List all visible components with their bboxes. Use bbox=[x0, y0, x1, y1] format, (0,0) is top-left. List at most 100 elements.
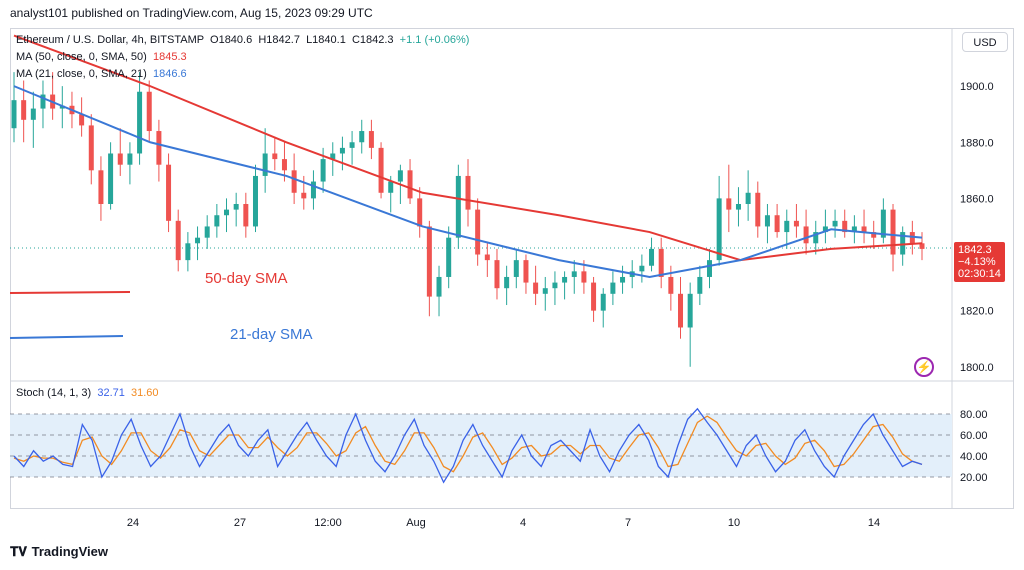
candle-body bbox=[890, 209, 896, 255]
candle-body bbox=[494, 260, 500, 289]
candle-body bbox=[900, 232, 906, 255]
price-tick-label: 1860.0 bbox=[960, 193, 994, 205]
candle-body bbox=[726, 198, 732, 210]
candle-body bbox=[610, 282, 616, 294]
candle-body bbox=[571, 271, 577, 277]
candle-body bbox=[166, 164, 172, 221]
time-tick-label: 7 bbox=[625, 517, 631, 529]
price-tag: 1842.3 −4.13% 02:30:14 bbox=[954, 242, 1005, 282]
candle-body bbox=[30, 108, 36, 120]
candle-body bbox=[368, 131, 374, 148]
candle-body bbox=[388, 181, 394, 193]
time-tick-label: 4 bbox=[520, 517, 526, 529]
symbol-legend: Ethereum / U.S. Dollar, 4h, BITSTAMP O18… bbox=[16, 34, 469, 46]
candle-body bbox=[378, 147, 384, 193]
ma21-legend-label: MA (21, close, 0, SMA, 21) bbox=[16, 68, 147, 80]
candle-body bbox=[533, 282, 539, 294]
candle-body bbox=[475, 209, 481, 255]
candle-body bbox=[745, 192, 751, 204]
currency-button[interactable]: USD bbox=[962, 32, 1008, 52]
candle-body bbox=[581, 271, 587, 283]
candle-body bbox=[513, 260, 519, 277]
symbol-label: Ethereum / U.S. Dollar, 4h, BITSTAMP bbox=[16, 34, 204, 46]
ohlc-close: C1842.3 bbox=[351, 34, 394, 46]
candle-body bbox=[455, 175, 461, 238]
candle-body bbox=[755, 192, 761, 227]
stoch-band bbox=[10, 414, 952, 477]
tradingview-logo-icon: 𝐓𝐕 bbox=[10, 544, 27, 559]
candle-body bbox=[310, 181, 316, 199]
stoch-tick-label: 20.00 bbox=[960, 472, 988, 484]
sma21-annotation: 21-day SMA bbox=[230, 326, 313, 343]
ma21-legend-value: 1846.6 bbox=[152, 68, 187, 80]
stoch-k-value: 32.71 bbox=[97, 387, 125, 399]
stoch-d-value: 31.60 bbox=[131, 387, 159, 399]
candle-body bbox=[79, 114, 85, 126]
price-tag-countdown: 02:30:14 bbox=[958, 268, 1001, 280]
candle-body bbox=[620, 276, 626, 283]
candle-body bbox=[117, 153, 123, 165]
time-tick-label: 14 bbox=[868, 517, 880, 529]
candle-body bbox=[504, 276, 510, 289]
candle-body bbox=[658, 248, 664, 277]
time-tick-label: 24 bbox=[127, 517, 139, 529]
candle-body bbox=[678, 293, 684, 328]
candle-body bbox=[784, 220, 790, 233]
candle-body bbox=[552, 282, 558, 289]
candle-body bbox=[204, 226, 210, 238]
footer-brand: 𝐓𝐕 TradingView bbox=[10, 544, 108, 560]
candle-body bbox=[822, 226, 828, 233]
sma50-annotation: 50-day SMA bbox=[205, 270, 288, 287]
candle-body bbox=[465, 175, 471, 210]
candle-body bbox=[339, 147, 345, 154]
stoch-tick-label: 40.00 bbox=[960, 451, 988, 463]
candle-body bbox=[803, 226, 809, 244]
ma50-legend: MA (50, close, 0, SMA, 50) 1845.3 bbox=[16, 51, 187, 63]
candle-body bbox=[252, 175, 258, 227]
candle-body bbox=[88, 125, 94, 171]
candle-body bbox=[919, 243, 925, 249]
publish-header: analyst101 published on TradingView.com,… bbox=[10, 6, 373, 20]
ma21-line bbox=[13, 85, 923, 278]
candle-body bbox=[446, 237, 452, 277]
candle-body bbox=[639, 265, 645, 272]
lightning-icon[interactable]: ⚡ bbox=[914, 357, 934, 377]
ma50-legend-label: MA (50, close, 0, SMA, 50) bbox=[16, 51, 147, 63]
candle-body bbox=[185, 243, 191, 261]
stoch-legend: Stoch (14, 1, 3) 32.71 31.60 bbox=[16, 387, 159, 399]
candle-body bbox=[175, 220, 181, 261]
candle-body bbox=[407, 170, 413, 199]
candle-body bbox=[359, 131, 365, 143]
stoch-legend-label: Stoch (14, 1, 3) bbox=[16, 387, 92, 399]
candle-body bbox=[281, 159, 287, 171]
candle-body bbox=[764, 215, 770, 227]
candle-body bbox=[137, 91, 143, 154]
candle-body bbox=[195, 237, 201, 244]
candle-body bbox=[871, 232, 877, 238]
ma21-legend: MA (21, close, 0, SMA, 21) 1846.6 bbox=[16, 68, 187, 80]
candle-body bbox=[224, 209, 230, 216]
candle-body bbox=[417, 198, 423, 227]
ma50-line bbox=[13, 34, 923, 262]
candle-body bbox=[214, 215, 220, 227]
time-tick-label: 12:00 bbox=[314, 517, 342, 529]
candle-body bbox=[59, 105, 65, 109]
candle-body bbox=[735, 204, 741, 210]
candle-body bbox=[349, 142, 355, 148]
candle-body bbox=[706, 260, 712, 277]
candle-body bbox=[832, 220, 838, 227]
candle-body bbox=[861, 226, 867, 233]
stoch-tick-label: 80.00 bbox=[960, 409, 988, 421]
sma21-legend-line bbox=[9, 335, 124, 339]
candle-body bbox=[813, 232, 819, 244]
candle-body bbox=[108, 153, 114, 204]
price-tag-change: −4.13% bbox=[958, 256, 996, 268]
footer-brand-text: TradingView bbox=[31, 544, 108, 559]
candle-body bbox=[243, 204, 249, 227]
price-tick-label: 1820.0 bbox=[960, 306, 994, 318]
price-tick-label: 1900.0 bbox=[960, 81, 994, 93]
candle-body bbox=[11, 100, 17, 129]
stoch-k-line bbox=[13, 407, 923, 484]
stoch-d-line bbox=[13, 415, 923, 473]
